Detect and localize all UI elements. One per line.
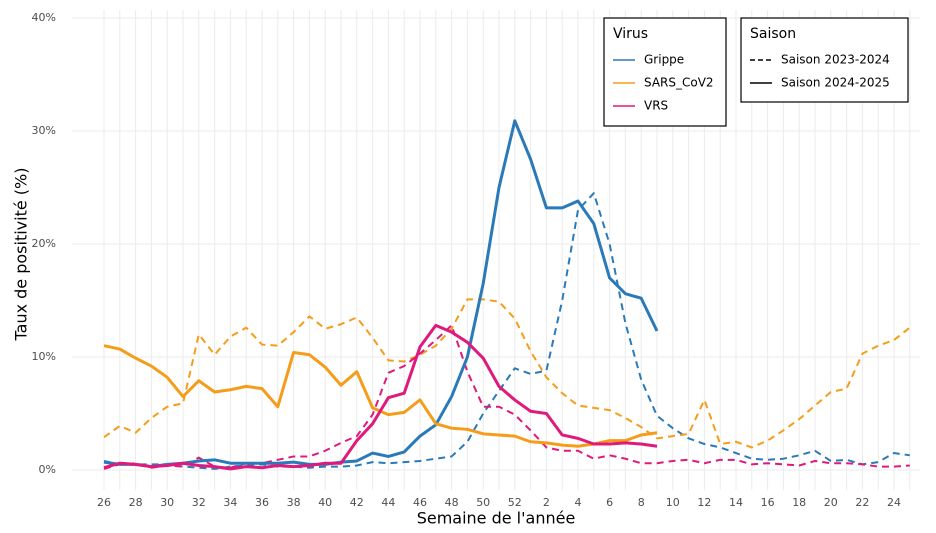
series-line <box>103 344 658 448</box>
y-tick-label: 10% <box>32 350 56 363</box>
series-line <box>103 119 659 469</box>
lines <box>103 119 911 471</box>
x-tick-label: 20 <box>824 496 838 509</box>
legends: Virus Grippe SARS_CoV2 VRS Saison Saison 2023… <box>603 17 909 127</box>
series-line <box>103 323 658 471</box>
x-tick-label: 46 <box>413 496 427 509</box>
x-tick-label: 34 <box>223 496 237 509</box>
y-tick-label: 40% <box>32 11 56 24</box>
x-axis-title: Semaine de l'année <box>417 509 576 528</box>
x-tick-label: 42 <box>350 496 364 509</box>
legend-label: Grippe <box>644 53 684 67</box>
x-tick-label: 6 <box>606 496 613 509</box>
x-tick-label: 8 <box>638 496 645 509</box>
legend-label: Saison 2023-2024 <box>781 53 890 67</box>
x-tick-label: 50 <box>476 496 490 509</box>
x-tick-label: 26 <box>97 496 111 509</box>
x-tick-label: 52 <box>508 496 522 509</box>
legend-label: VRS <box>644 99 668 113</box>
legend-label: SARS_CoV2 <box>644 76 714 90</box>
x-tick-label: 36 <box>255 496 269 509</box>
x-tick-label: 44 <box>381 496 395 509</box>
x-tick-label: 48 <box>445 496 459 509</box>
series-line <box>103 298 911 449</box>
x-tick-label: 4 <box>575 496 582 509</box>
x-tick-label: 22 <box>855 496 869 509</box>
x-tick-label: 24 <box>887 496 901 509</box>
x-tick-label: 38 <box>287 496 301 509</box>
x-tick-label: 12 <box>697 496 711 509</box>
x-tick-label: 10 <box>666 496 680 509</box>
series-line <box>103 192 910 470</box>
x-tick-label: 14 <box>729 496 743 509</box>
grid: 0%10%20%30%40%26 28 30 32 34 36 38 40 42 44 46 48 50… <box>32 10 920 509</box>
y-tick-label: 30% <box>32 124 56 137</box>
legend-label: Saison 2024-2025 <box>781 76 890 90</box>
x-tick-label: 32 <box>192 496 206 509</box>
y-tick-label: 20% <box>32 237 56 250</box>
x-tick-label: 30 <box>160 496 174 509</box>
x-tick-label: 16 <box>761 496 775 509</box>
series-line <box>103 324 910 470</box>
x-tick-label: 40 <box>318 496 332 509</box>
y-tick-label: 0% <box>39 463 56 476</box>
legend-box <box>603 17 727 127</box>
legend-title: Virus <box>613 26 648 42</box>
legend-title: Saison <box>750 26 796 42</box>
y-axis-title: Taux de positivité (%) <box>12 168 31 342</box>
x-tick-label: 28 <box>129 496 143 509</box>
x-tick-label: 18 <box>792 496 806 509</box>
x-tick-label: 2 <box>543 496 550 509</box>
